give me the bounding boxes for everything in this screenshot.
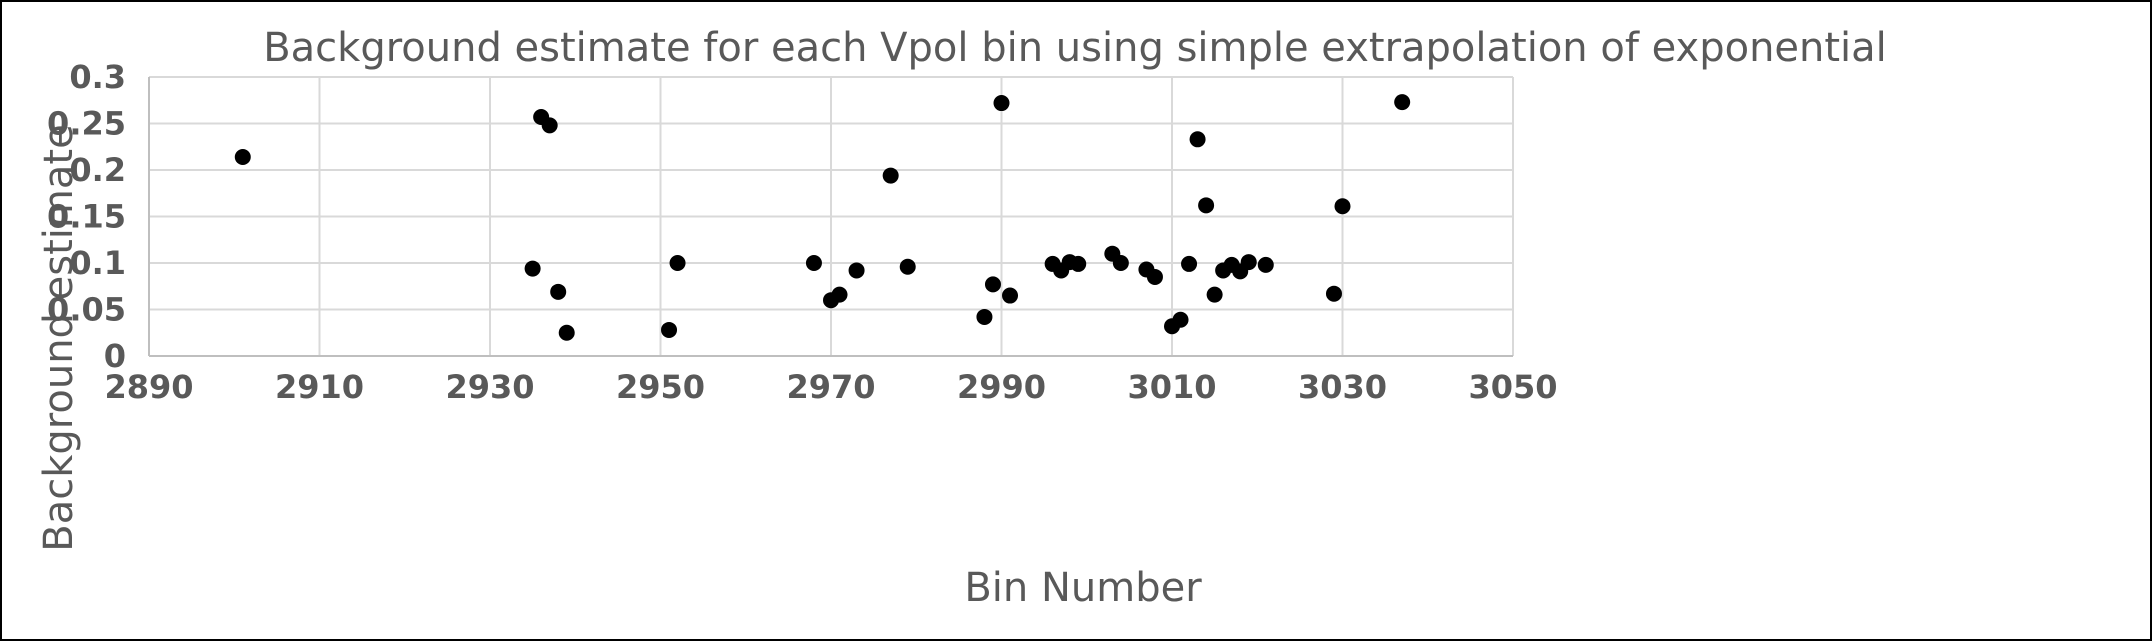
data-point xyxy=(1334,198,1351,215)
y-tick-label: 0.3 xyxy=(69,58,126,96)
data-point xyxy=(993,95,1010,112)
data-points xyxy=(234,94,1411,341)
data-point xyxy=(550,283,567,300)
x-tick-label: 3030 xyxy=(1298,368,1387,406)
data-point xyxy=(848,262,865,279)
data-point xyxy=(1198,197,1215,214)
y-tick-label: 0.05 xyxy=(47,291,126,329)
x-tick-label: 2930 xyxy=(445,368,534,406)
data-point xyxy=(1070,255,1087,272)
data-point xyxy=(558,324,575,341)
data-point xyxy=(976,308,993,325)
data-point xyxy=(1394,94,1411,111)
data-point xyxy=(1181,255,1198,272)
y-tick-label: 0 xyxy=(104,337,126,375)
data-point xyxy=(805,255,822,271)
x-tick-label: 2970 xyxy=(786,368,875,406)
data-point xyxy=(984,276,1001,293)
y-tick-label: 0.1 xyxy=(69,244,126,282)
data-point xyxy=(1112,255,1129,271)
data-point xyxy=(882,167,899,184)
y-tick-labels: 0 0.05 0.1 0.15 0.2 0.25 0.3 xyxy=(47,58,126,375)
x-tick-label: 2910 xyxy=(275,368,364,406)
data-point xyxy=(541,117,558,134)
data-point xyxy=(1172,311,1189,328)
data-point xyxy=(524,260,541,277)
data-point xyxy=(1240,254,1257,271)
y-tick-label: 0.25 xyxy=(47,105,126,143)
data-point xyxy=(1325,285,1342,302)
y-axis-title: Background estimate xyxy=(36,124,82,551)
x-axis-title: Bin Number xyxy=(964,565,1202,611)
x-tick-labels: 2890 2910 2930 2950 2970 2990 3010 3030 3050 xyxy=(104,368,1557,406)
data-point xyxy=(1257,256,1274,273)
x-tick-label: 2990 xyxy=(957,368,1046,406)
data-point xyxy=(1206,286,1223,303)
x-tick-label: 3010 xyxy=(1127,368,1216,406)
data-point xyxy=(661,321,678,338)
y-tick-label: 0.2 xyxy=(69,151,126,189)
data-point xyxy=(899,258,916,275)
data-point xyxy=(1002,287,1019,304)
data-point xyxy=(1189,131,1206,148)
data-point xyxy=(831,286,848,303)
chart-title: Background estimate for each Vpol bin us… xyxy=(263,25,1887,71)
data-point xyxy=(234,148,251,165)
x-tick-label: 3050 xyxy=(1468,368,1557,406)
data-point xyxy=(1146,268,1163,285)
x-tick-label: 2890 xyxy=(104,368,193,406)
data-point xyxy=(669,255,686,271)
y-tick-label: 0.15 xyxy=(47,198,126,236)
axes xyxy=(148,77,1513,357)
x-tick-label: 2950 xyxy=(616,368,705,406)
grid-lines xyxy=(149,76,1514,356)
